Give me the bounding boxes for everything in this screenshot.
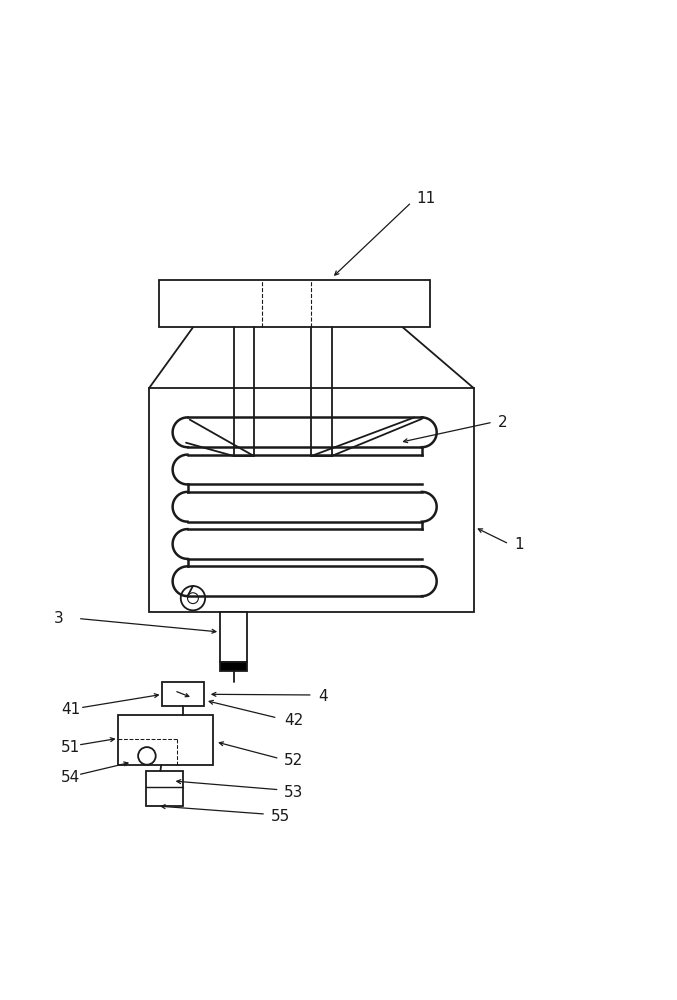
Bar <box>118 715 213 765</box>
Bar <box>146 771 183 806</box>
Text: 51: 51 <box>61 740 80 755</box>
Text: 41: 41 <box>61 702 80 717</box>
Bar <box>159 280 430 327</box>
Bar <box>162 682 204 706</box>
Bar <box>220 662 247 671</box>
Text: 4: 4 <box>318 689 328 704</box>
Text: 55: 55 <box>271 809 290 824</box>
Text: 11: 11 <box>416 191 435 206</box>
Text: 2: 2 <box>498 415 507 430</box>
Bar <box>220 612 247 662</box>
Text: 3: 3 <box>54 611 64 626</box>
Text: 53: 53 <box>284 785 304 800</box>
Text: 42: 42 <box>284 713 303 728</box>
Text: 52: 52 <box>284 753 303 768</box>
Text: 54: 54 <box>61 770 80 785</box>
Text: 1: 1 <box>515 537 524 552</box>
Bar <box>149 388 474 612</box>
